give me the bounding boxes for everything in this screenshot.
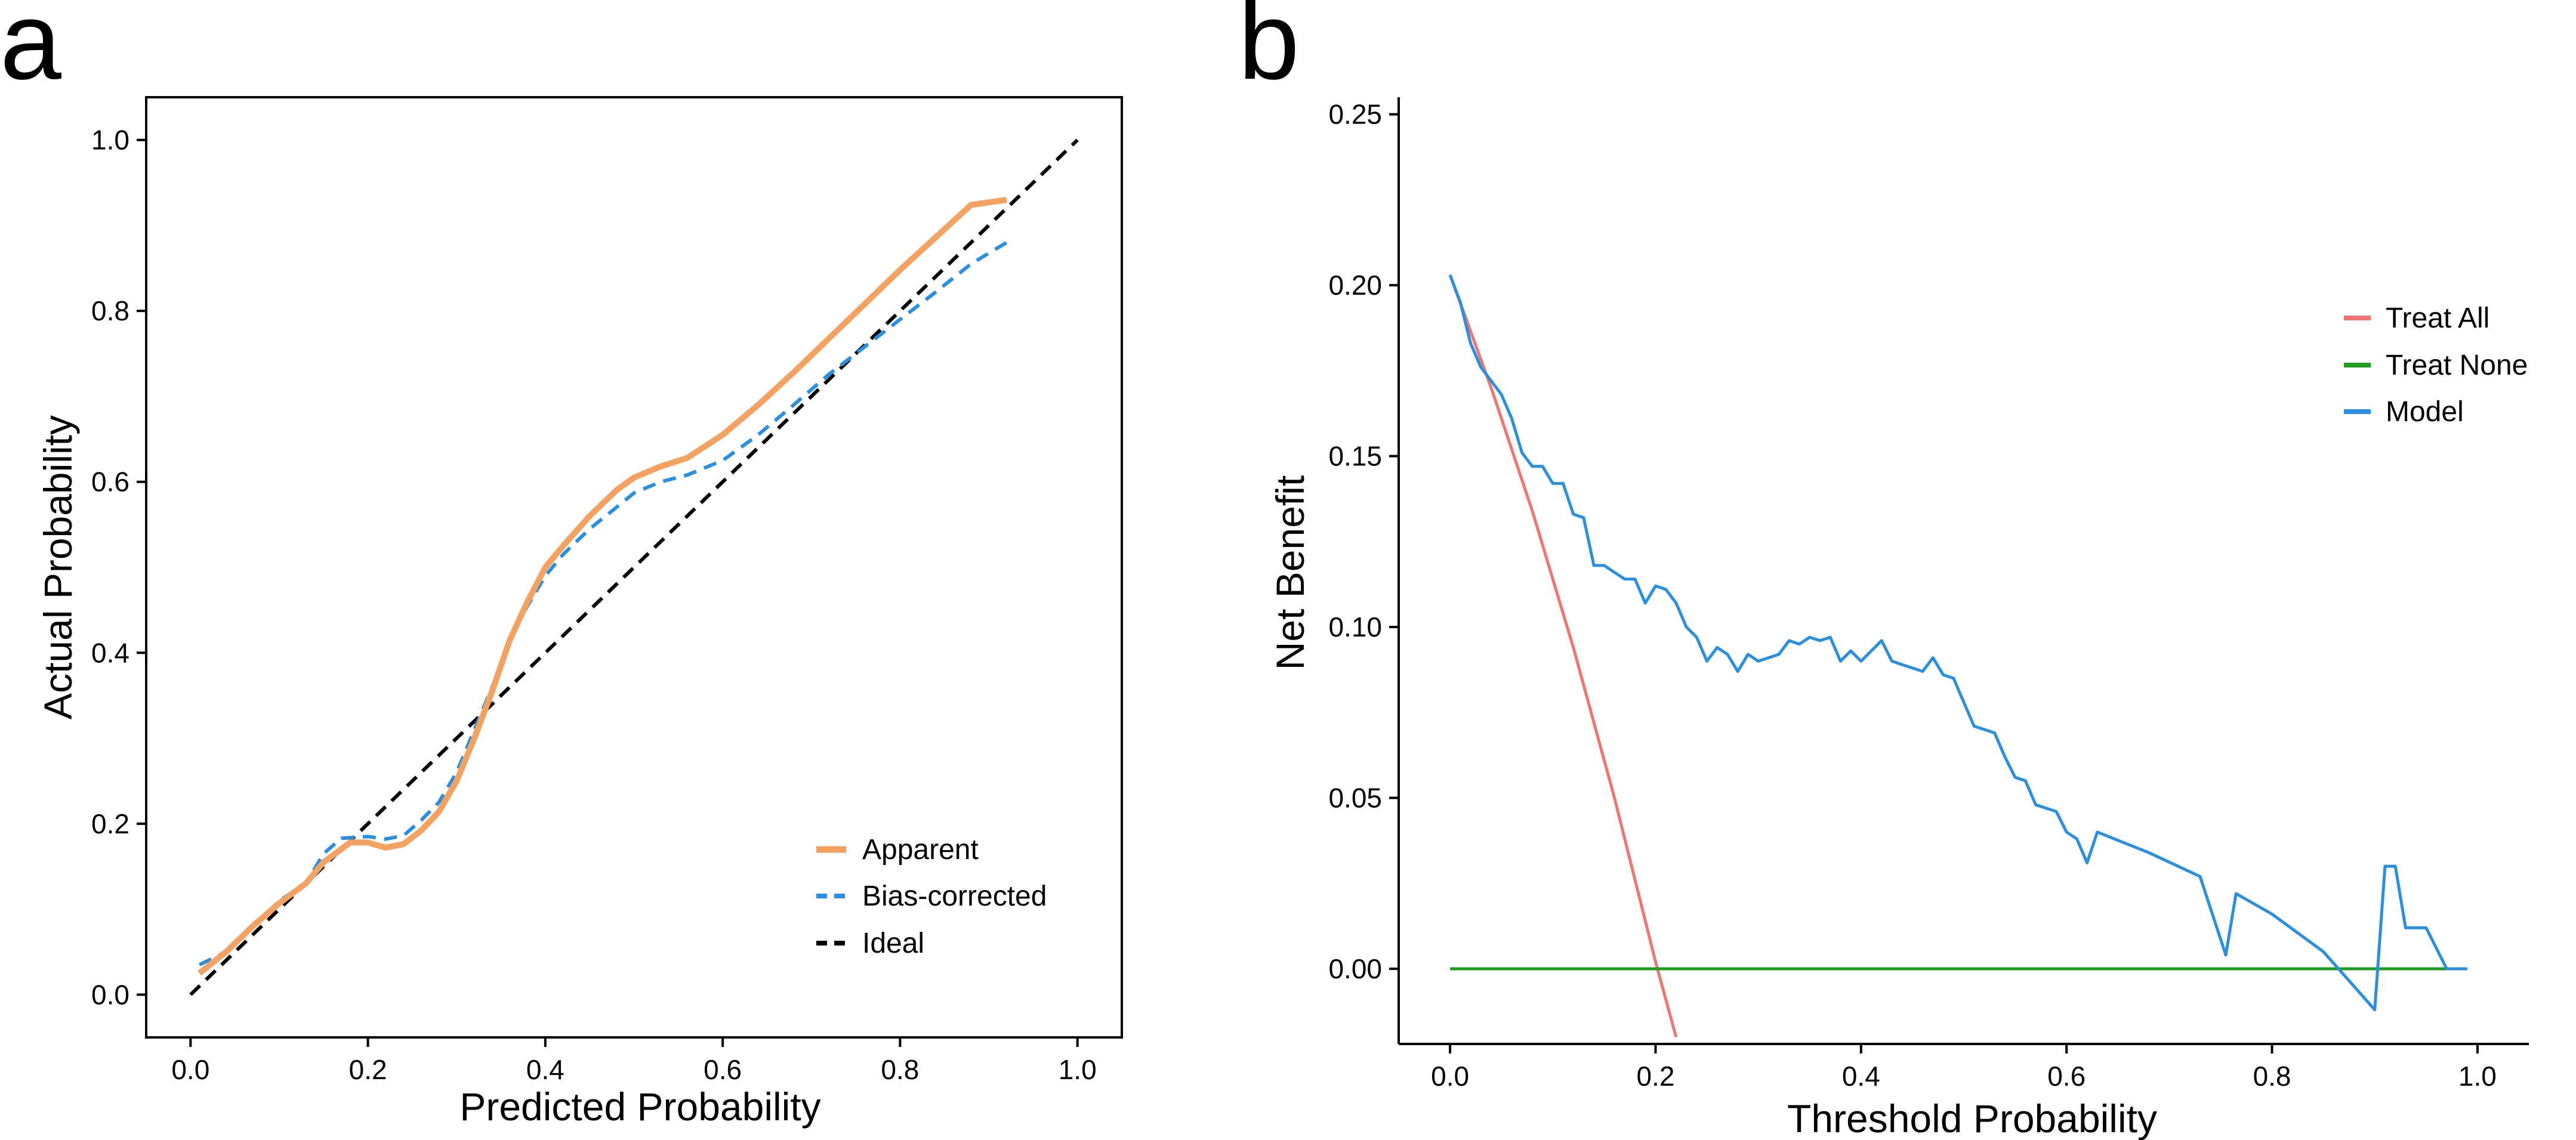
legend-label-model: Model [2386, 396, 2464, 428]
panel-a-legend: Apparent Bias-corrected Ideal [816, 834, 1047, 959]
legend-label-apparent: Apparent [862, 834, 979, 866]
x-tick-label: 1.0 [2458, 1061, 2497, 1092]
y-tick-label: 0.10 [1328, 611, 1382, 642]
y-tick-label: 0.00 [1328, 953, 1382, 984]
x-tick-label: 0.6 [2047, 1061, 2086, 1092]
x-tick-label: 0.8 [2253, 1061, 2291, 1092]
panel-a-plot-frame [145, 96, 1123, 1039]
panel-a-series [189, 138, 1079, 996]
y-tick-label: 0.25 [1328, 99, 1382, 130]
x-tick-label: 0.4 [526, 1054, 564, 1085]
series-line-apparent [198, 196, 1007, 976]
legend-label-ideal: Ideal [862, 928, 924, 959]
x-tick-label: 0.2 [349, 1054, 387, 1085]
y-tick-label: 0.05 [1328, 782, 1382, 813]
panel-b-series [1448, 274, 2467, 1038]
series-line-model [1448, 274, 2467, 1012]
series-line-treat-all [1448, 274, 1678, 1038]
panel-b-x-axis-title: Threshold Probability [1787, 1096, 2157, 1140]
x-tick-label: 0.4 [1842, 1061, 1880, 1092]
x-tick-label: 1.0 [1059, 1054, 1097, 1085]
panel-a-letter: a [0, 0, 61, 103]
panel-b-letter: b [1238, 0, 1300, 103]
y-tick-label: 0.4 [91, 637, 129, 668]
y-tick-label: 0.0 [91, 979, 129, 1010]
y-tick-label: 1.0 [91, 125, 129, 156]
panel-a-calibration-plot: a 0.0 0.2 0.4 0.6 0.8 1.0 0.0 0.2 0.4 0.6 0.8 1.0 P… [0, 0, 1123, 1129]
x-tick-label: 0.0 [171, 1054, 209, 1085]
y-tick-label: 0.20 [1328, 270, 1382, 301]
panel-a-ticks: 0.0 0.2 0.4 0.6 0.8 1.0 0.0 0.2 0.4 0.6 0.8 1.0 [91, 125, 1097, 1085]
x-tick-label: 0.2 [1636, 1061, 1674, 1092]
panel-b-y-axis-title: Net Benefit [1268, 475, 1312, 671]
panel-a-y-axis-title: Actual Probability [36, 415, 80, 719]
panel-b-legend: Treat All Treat None Model [2344, 302, 2528, 428]
y-tick-label: 0.8 [91, 295, 129, 326]
y-tick-label: 0.2 [91, 808, 129, 839]
y-tick-label: 0.6 [91, 466, 129, 498]
y-tick-label: 0.15 [1328, 441, 1382, 472]
panel-a-x-axis-title: Predicted Probability [459, 1085, 820, 1129]
x-tick-label: 0.8 [881, 1054, 919, 1085]
panel-b-decision-curve: b 0.0 0.2 0.4 0.6 0.8 1.0 0.00 0.05 0.10 0.15 0.20… [1238, 0, 2529, 1140]
panel-b-ticks: 0.0 0.2 0.4 0.6 0.8 1.0 0.00 0.05 0.10 0.15 0.20 0.… [1328, 99, 2496, 1092]
x-tick-label: 0.6 [704, 1054, 742, 1085]
legend-label-treat-none: Treat None [2386, 350, 2528, 381]
legend-label-treat-all: Treat All [2386, 302, 2489, 334]
x-tick-label: 0.0 [1431, 1061, 1469, 1092]
legend-label-bias-corrected: Bias-corrected [862, 881, 1047, 912]
